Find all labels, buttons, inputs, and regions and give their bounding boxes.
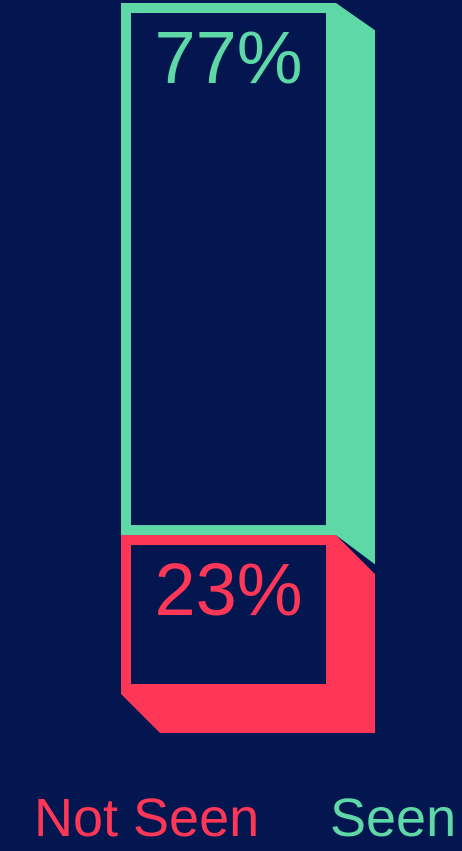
legend-label-not-seen: Not Seen	[34, 788, 259, 848]
data-label-seen: 77%	[154, 16, 302, 99]
bar-inner-not-seen	[131, 545, 326, 684]
legend: Not Seen Seen	[34, 788, 456, 848]
data-label-not-seen: 23%	[154, 548, 302, 631]
bar-segment-not-seen: 23%	[121, 535, 375, 733]
stacked-bar: 23% 77%	[121, 3, 375, 733]
bar-extrusion-not-seen	[121, 535, 375, 733]
bar-inner-seen	[131, 13, 326, 526]
bar-extrusion-seen	[336, 3, 375, 565]
legend-label-seen: Seen	[330, 788, 456, 848]
bar-segment-seen: 77%	[121, 3, 375, 565]
